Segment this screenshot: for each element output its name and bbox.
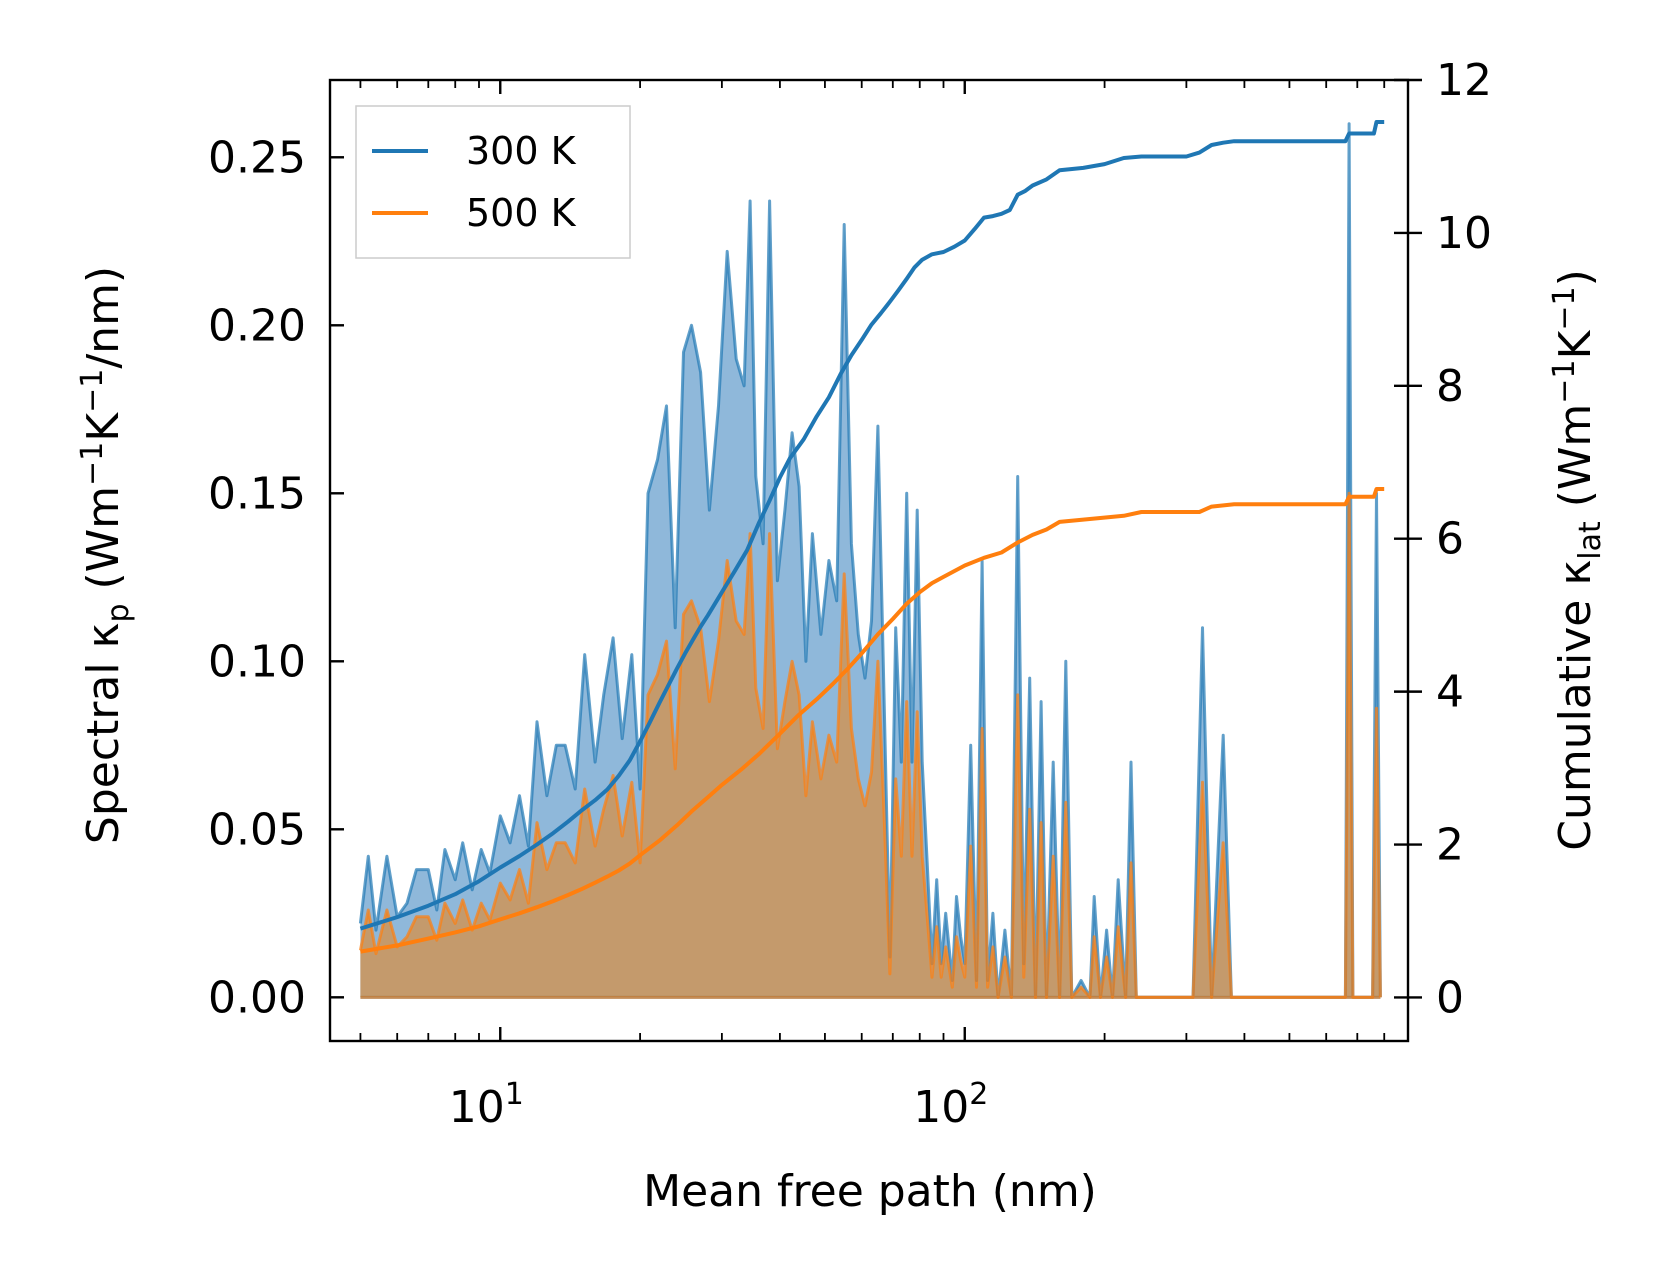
- y-left-axis-label: Spectral κp (Wm−1K−1/nm): [75, 266, 136, 844]
- cumulative-lines: [359, 120, 1385, 954]
- cumulative-line-500k: [360, 487, 1385, 954]
- x-tick-label: 101: [449, 1077, 524, 1133]
- y-right-tick-label: 12: [1436, 55, 1492, 106]
- y-left-tick-label: 0.25: [208, 132, 306, 183]
- y-right-tick-label: 4: [1436, 667, 1464, 718]
- y-left-tick-label: 0.20: [208, 300, 306, 351]
- axis-ticks: [330, 78, 1422, 1041]
- legend-label-300k: 300 K: [466, 129, 577, 173]
- plot-frame: [328, 78, 1410, 1043]
- y-left-tick-label: 0.10: [208, 636, 306, 687]
- y-left-tick-label: 0.00: [208, 972, 306, 1023]
- y-right-tick-label: 2: [1436, 820, 1464, 871]
- legend-box: [355, 105, 631, 259]
- y-right-tick-label: 0: [1436, 972, 1464, 1023]
- cumulative-line-300k: [359, 120, 1385, 931]
- x-axis-label: Mean free path (nm): [643, 1166, 1097, 1217]
- legend: 300 K 500 K: [355, 105, 631, 259]
- y-right-tick-label: 8: [1436, 361, 1464, 412]
- y-right-tick-label: 6: [1436, 514, 1464, 565]
- x-tick-label: 102: [913, 1077, 988, 1133]
- y-left-tick-label: 0.15: [208, 468, 306, 519]
- spectral-edge-500k: [358, 491, 1382, 999]
- legend-label-500k: 500 K: [466, 191, 577, 235]
- y-left-tick-label: 0.05: [208, 804, 306, 855]
- y-right-axis-label: Cumulative κlat (Wm−1K−1): [1547, 269, 1608, 851]
- y-right-tick-label: 10: [1436, 208, 1492, 259]
